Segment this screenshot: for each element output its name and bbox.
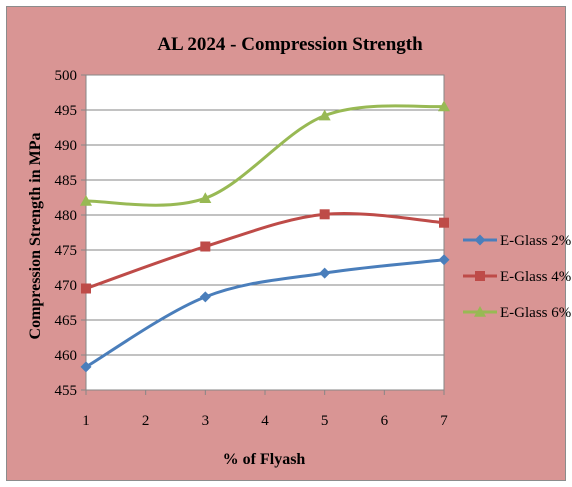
x-tick-label: 7: [440, 413, 448, 429]
y-tick-label: 490: [55, 138, 78, 154]
legend-label-3: E-Glass 6%: [500, 305, 571, 321]
x-axis-title: % of Flyash: [223, 451, 306, 468]
y-tick-label: 470: [55, 278, 78, 294]
legend-marker-2: [475, 271, 485, 281]
legend-marker-1: [474, 234, 486, 246]
data-point-series-1: [438, 254, 450, 266]
y-tick-label: 480: [55, 208, 78, 224]
y-tick-label: 500: [55, 68, 78, 84]
series-line-2: [85, 211, 445, 290]
series-line-3: [85, 104, 445, 207]
x-tick-label: 3: [202, 413, 210, 429]
data-point-series-2: [439, 217, 449, 228]
y-tick-label: 495: [55, 103, 78, 119]
x-tick-label: 2: [142, 413, 150, 429]
data-point-series-2: [319, 209, 330, 220]
data-point-series-3: [80, 195, 92, 206]
data-point-series-2: [81, 283, 91, 294]
chart-title: AL 2024 - Compression Strength: [157, 34, 423, 55]
plot-area: [85, 74, 445, 391]
x-tick-label: 4: [261, 413, 269, 429]
data-point-series-1: [80, 361, 92, 373]
x-tick-label: 6: [381, 413, 389, 429]
y-tick-label: 475: [55, 243, 78, 259]
data-point-series-1: [319, 267, 331, 279]
y-tick-label: 485: [55, 173, 78, 189]
y-axis-title: Compression Strength in MPa: [27, 133, 44, 340]
x-tick-label: 5: [321, 413, 329, 429]
data-point-series-3: [199, 192, 212, 203]
x-tick-label: 1: [82, 413, 90, 429]
y-tick-label: 460: [55, 348, 78, 364]
y-tick-label: 455: [55, 383, 78, 399]
y-tick-label: 465: [55, 313, 78, 329]
legend-label-2: E-Glass 4%: [500, 269, 571, 285]
legend-label-1: E-Glass 2%: [500, 233, 571, 249]
data-point-series-3: [318, 109, 331, 121]
legend-marker-3: [474, 306, 486, 317]
data-point-series-2: [200, 241, 211, 252]
data-point-series-1: [199, 291, 211, 303]
data-point-series-3: [438, 100, 450, 112]
series-line-1: [85, 258, 445, 369]
